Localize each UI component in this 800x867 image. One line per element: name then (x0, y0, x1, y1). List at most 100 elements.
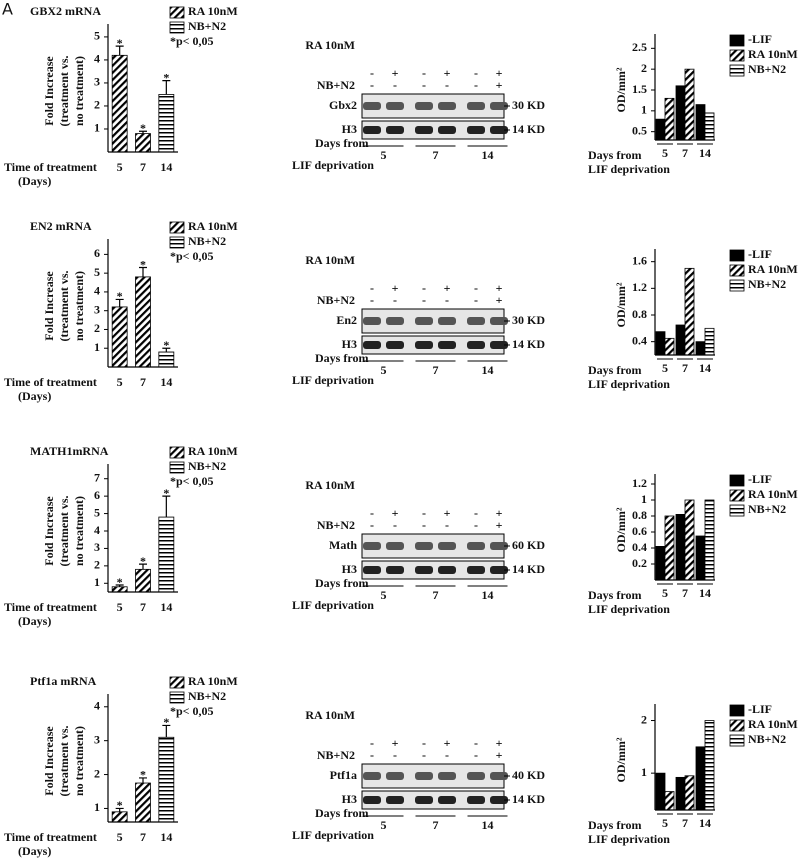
chart-title: EN2 mRNA (30, 219, 92, 233)
blot-band (415, 341, 433, 349)
significance-marker: * (117, 36, 123, 50)
y-tick-label: 2 (94, 766, 100, 780)
legend-label: NB+N2 (748, 62, 786, 76)
significance-marker: * (163, 486, 169, 500)
bar (675, 85, 686, 141)
y-axis-label: Fold Increase (42, 56, 56, 126)
bar (695, 104, 706, 141)
blot-band (386, 317, 404, 325)
y-axis-label: no treatment) (72, 56, 86, 126)
legend-swatch (729, 734, 745, 747)
blot-band (386, 102, 404, 110)
x-axis-label: LIF deprivation (588, 602, 670, 616)
treatment-sign: - (393, 748, 397, 762)
y-axis-label: (treatment vs. (57, 55, 71, 126)
y-tick-label: 0.8 (632, 307, 647, 321)
significance-marker: * (140, 121, 146, 135)
y-tick-label: 0.4 (632, 540, 647, 554)
legend-swatch (169, 446, 185, 459)
panel-label: A (2, 0, 13, 19)
error-bar (162, 724, 171, 738)
treatment-sign: - (474, 78, 478, 92)
x-axis-label: Days from (588, 818, 641, 832)
x-tick-label: 14 (160, 375, 172, 389)
x-tick-label: 7 (140, 830, 146, 844)
y-tick-label: 1 (641, 492, 647, 506)
y-axis-label: Fold Increase (42, 496, 56, 566)
legend-label: RA 10nM (188, 4, 238, 18)
bar (684, 267, 695, 356)
bar (664, 515, 675, 581)
treatment-sign: - (445, 748, 449, 762)
treatment-sign: + (392, 736, 399, 750)
error-bar (115, 298, 124, 307)
treatment-sign: - (370, 518, 374, 532)
legend-swatch (169, 461, 185, 474)
y-tick-label: 1 (641, 103, 647, 117)
legend-swatch (729, 279, 745, 292)
legend-label: NB+N2 (188, 234, 226, 248)
significance-marker: * (117, 798, 123, 812)
significance-marker: * (163, 715, 169, 729)
size-label: 14 KD (512, 562, 545, 576)
protein-label: Gbx2 (329, 98, 357, 112)
y-tick-label: 7 (94, 470, 100, 484)
treatment-sign: - (474, 66, 478, 80)
significance-marker: * (140, 768, 146, 782)
legend-label: -LIF (748, 472, 772, 486)
x-tick-label: 7 (682, 146, 688, 160)
treatment-label: RA 10nM (305, 38, 355, 52)
bar (655, 118, 666, 141)
x-axis-label: Days from (315, 576, 368, 590)
treatment-sign: - (370, 281, 374, 295)
protein-label: En2 (336, 313, 357, 327)
treatment-sign: + (496, 748, 503, 762)
blot-band (438, 772, 456, 780)
y-tick-label: 4 (94, 699, 100, 713)
x-axis-label: Days from (588, 148, 641, 162)
y-tick-label: 6 (94, 246, 100, 260)
treatment-label: NB+N2 (317, 78, 355, 92)
y-tick-label: 3 (94, 732, 100, 746)
day-label: 14 (482, 148, 494, 162)
treatment-sign: + (444, 66, 451, 80)
bar (111, 811, 128, 823)
legend-label: RA 10nM (748, 487, 798, 501)
bar (695, 746, 706, 811)
significance-marker: * (163, 338, 169, 352)
y-tick-label: 1 (94, 800, 100, 814)
x-axis-label: (Days) (18, 844, 51, 858)
error-bar (139, 777, 147, 784)
y-tick-label: 3 (94, 302, 100, 316)
blot-band (386, 796, 404, 804)
significance-marker: * (140, 554, 146, 568)
treatment-sign: - (474, 736, 478, 750)
y-tick-label: 5 (94, 29, 100, 43)
day-label: 14 (482, 588, 494, 602)
chart: GBX2 mRNA Fold Increase (treatment vs. no t… (4, 4, 238, 188)
protein-label: H3 (342, 792, 357, 806)
chart-title: GBX2 mRNA (30, 4, 101, 18)
legend-swatch (729, 49, 745, 62)
bar (655, 331, 666, 356)
x-tick-label: 5 (117, 375, 123, 389)
treatment-label: NB+N2 (317, 518, 355, 532)
legend-swatch (729, 719, 745, 732)
annotation: *p< 0,05 (170, 34, 214, 48)
legend-label: -LIF (748, 247, 772, 261)
y-tick-label: 0.5 (632, 123, 647, 137)
bar (158, 516, 175, 593)
x-tick-label: 5 (662, 361, 668, 375)
blot-band (467, 772, 485, 780)
bar (704, 327, 715, 356)
x-axis-label: Time of treatment (4, 600, 97, 614)
x-axis-label: (Days) (18, 614, 51, 628)
treatment-sign: + (444, 506, 451, 520)
bar (135, 782, 151, 823)
bar (655, 546, 666, 581)
treatment-sign: - (474, 748, 478, 762)
x-axis-label: (Days) (18, 389, 51, 403)
legend-label: RA 10nM (748, 262, 798, 276)
